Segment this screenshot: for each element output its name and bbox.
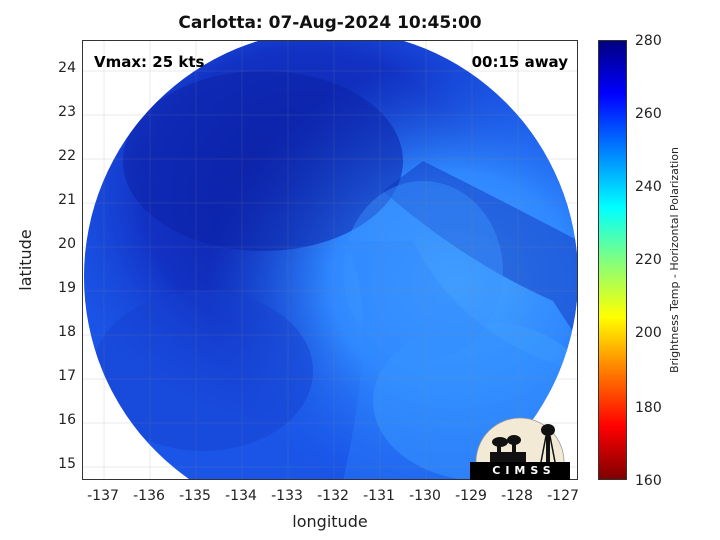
map-plot-area bbox=[82, 40, 578, 480]
cimss-logo-text: CIMSS bbox=[492, 464, 556, 477]
x-tick-label: -135 bbox=[179, 488, 211, 504]
y-tick-label: 21 bbox=[58, 192, 76, 208]
y-tick-label: 20 bbox=[58, 236, 76, 252]
microwave-image bbox=[83, 41, 577, 479]
y-tick-label: 23 bbox=[58, 104, 76, 120]
x-tick-label: -136 bbox=[133, 488, 165, 504]
plot-title: Carlotta: 07-Aug-2024 10:45:00 bbox=[178, 13, 482, 33]
y-tick-label: 24 bbox=[58, 60, 76, 76]
time-offset-label: 00:15 away bbox=[471, 53, 568, 71]
x-tick-label: -127 bbox=[547, 488, 579, 504]
y-tick-label: 19 bbox=[58, 280, 76, 296]
x-tick-label: -131 bbox=[363, 488, 395, 504]
vmax-label: Vmax: 25 kts bbox=[94, 53, 205, 71]
colorbar-tick-label: 260 bbox=[635, 106, 662, 122]
y-tick-label: 15 bbox=[58, 456, 76, 472]
y-tick-label: 18 bbox=[58, 324, 76, 340]
y-tick-label: 17 bbox=[58, 368, 76, 384]
y-tick-label: 22 bbox=[58, 148, 76, 164]
x-axis-title: longitude bbox=[292, 512, 368, 531]
y-axis-title-text: latitude bbox=[16, 229, 35, 291]
colorbar-tick-label: 200 bbox=[635, 325, 662, 341]
y-tick-label: 16 bbox=[58, 412, 76, 428]
colorbar bbox=[598, 40, 627, 480]
x-tick-label: -128 bbox=[501, 488, 533, 504]
x-tick-label: -132 bbox=[317, 488, 349, 504]
x-tick-label: -129 bbox=[455, 488, 487, 504]
colorbar-tick-label: 220 bbox=[635, 252, 662, 268]
x-tick-label: -130 bbox=[409, 488, 441, 504]
x-tick-label: -134 bbox=[225, 488, 257, 504]
colorbar-title-text: Brightness Temp - Horizontal Polarizatio… bbox=[668, 147, 681, 373]
x-tick-label: -133 bbox=[271, 488, 303, 504]
colorbar-tick-label: 180 bbox=[635, 400, 662, 416]
cimss-logo bbox=[470, 417, 570, 480]
colorbar-tick-label: 240 bbox=[635, 179, 662, 195]
x-tick-label: -137 bbox=[87, 488, 119, 504]
colorbar-tick-label: 160 bbox=[635, 473, 662, 489]
colorbar-tick-label: 280 bbox=[635, 33, 662, 49]
